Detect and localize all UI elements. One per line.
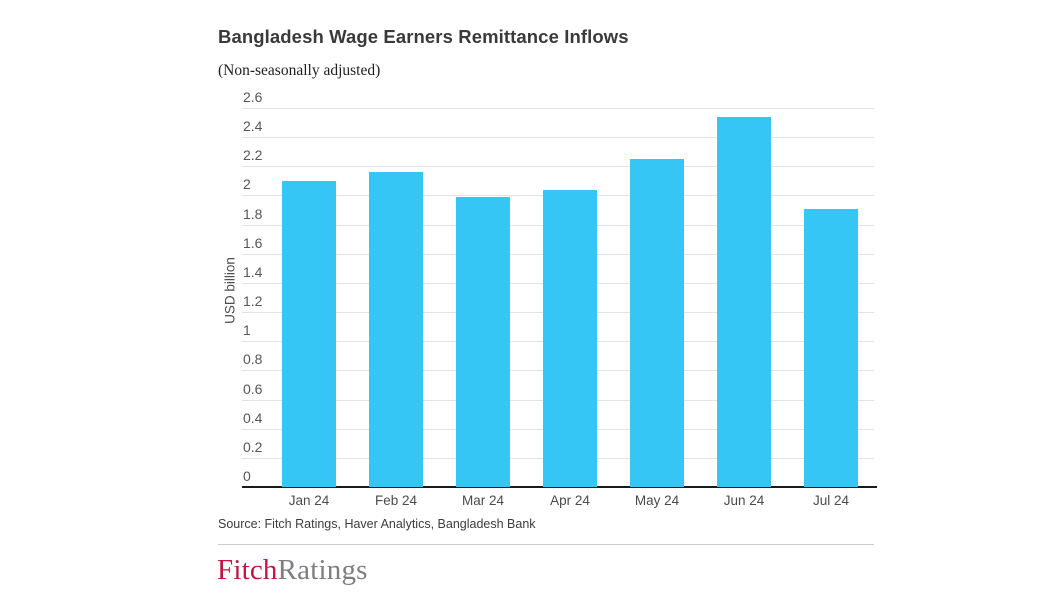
x-tick-label: Mar 24 — [461, 493, 505, 508]
y-tick-label: 0 — [243, 468, 251, 484]
y-tick-label: 2.6 — [243, 89, 263, 105]
y-tick-label: 2 — [243, 176, 251, 193]
gridline — [242, 166, 874, 168]
x-tick-label: May 24 — [634, 493, 680, 508]
logo-ratings: Ratings — [277, 554, 368, 586]
fitch-ratings-logo: FitchRatings — [217, 553, 368, 587]
logo-fitch: Fitch — [217, 554, 278, 586]
y-tick-label: 0.6 — [243, 380, 263, 397]
y-tick-label: 0.4 — [243, 409, 263, 426]
footer-divider — [218, 544, 874, 545]
x-tick-label: Jun 24 — [723, 493, 765, 508]
y-tick-label: 1.2 — [243, 293, 263, 310]
bar-jun-24 — [717, 116, 771, 487]
y-tick-label: 1 — [243, 322, 251, 339]
y-tick-label: 1.6 — [243, 234, 263, 251]
x-tick-label: Jul 24 — [812, 493, 850, 508]
gridline — [242, 108, 874, 109]
bar-mar-24 — [456, 196, 510, 487]
x-axis-line — [242, 486, 877, 488]
x-tick-label: Apr 24 — [550, 493, 590, 508]
x-tick-label: Jan 24 — [288, 493, 330, 508]
chart-title: Bangladesh Wage Earners Remittance Inflo… — [218, 26, 629, 47]
source-note: Source: Fitch Ratings, Haver Analytics, … — [218, 517, 536, 531]
chart-subtitle: (Non-seasonally adjusted) — [218, 62, 381, 79]
y-tick-label: 0.2 — [243, 438, 263, 455]
y-tick-label: 2.4 — [243, 118, 263, 135]
y-tick-label: 2.2 — [243, 147, 263, 164]
gridline — [242, 137, 874, 139]
y-axis-title: USD billion — [222, 257, 238, 324]
y-tick-label: 0.8 — [243, 351, 263, 368]
bar-may-24 — [630, 159, 684, 487]
bar-feb-24 — [369, 172, 423, 487]
x-tick-label: Feb 24 — [374, 493, 418, 508]
bar-jan-24 — [282, 180, 336, 487]
bar-apr-24 — [543, 189, 597, 487]
bar-jul-24 — [804, 208, 858, 487]
y-tick-label: 1.8 — [243, 205, 263, 222]
y-tick-label: 1.4 — [243, 263, 263, 280]
